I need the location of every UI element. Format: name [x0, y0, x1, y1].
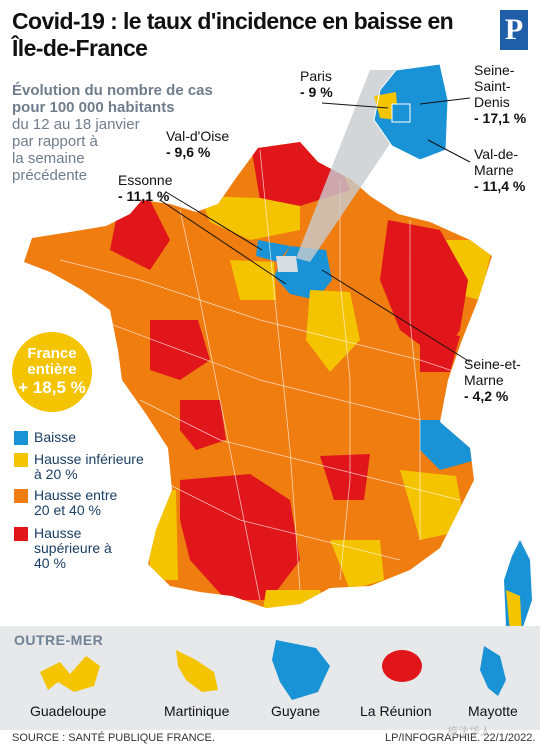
legend-item-baisse: Baisse — [14, 430, 164, 446]
region-red-sudouest — [180, 474, 300, 600]
label-guadeloupe: Guadeloupe — [30, 703, 107, 719]
dept-value: - 11,4 % — [474, 178, 526, 194]
leader-line-essonne — [159, 199, 287, 285]
france-entiere-badge: France entière + 18,5 % — [12, 332, 92, 412]
dept-name: Saint- — [474, 78, 511, 94]
legend-item-hausse-sup: Hausse supérieure à 40 % — [14, 526, 164, 574]
leader-line-vdo — [165, 191, 263, 251]
dept-name: Seine-et- — [464, 356, 521, 372]
shape-martinique — [176, 650, 218, 692]
subtitle-line: la semaine — [12, 150, 85, 167]
credit-note: LP/INFOGRAPHIE. 22/1/2022. — [385, 732, 536, 744]
legend-label: Hausse inférieure à 20 % — [34, 451, 144, 482]
dept-name: Paris — [300, 68, 332, 84]
map-subtitle: Évolution du nombre de cas pour 100 000 … — [12, 82, 242, 184]
label-val-d-oise: Val-d'Oise - 9,6 % — [166, 128, 229, 160]
dept-value: - 9,6 % — [166, 144, 211, 160]
subtitle-line: du 12 au 18 janvier — [12, 116, 140, 133]
source-note: SOURCE : SANTÉ PUBLIQUE FRANCE. — [12, 732, 215, 744]
dept-name: Seine- — [474, 62, 515, 78]
label-seine-saint-denis: Seine- Saint- Denis - 17,1 % — [474, 62, 526, 126]
region-red-loire — [320, 454, 370, 500]
region-red-finistere — [110, 200, 170, 270]
legend-label: Baisse — [34, 429, 77, 445]
label-guyane: Guyane — [271, 703, 321, 719]
legend-label: Hausse entre 20 et 40 % — [34, 487, 118, 518]
region-red-est — [380, 220, 468, 360]
badge-label: France — [27, 345, 77, 362]
shape-guyane — [272, 640, 330, 700]
badge-label: entière — [27, 361, 77, 378]
dept-name: Marne — [474, 162, 514, 178]
shape-mayotte — [480, 646, 506, 696]
region-yellow-alpes — [400, 470, 466, 540]
leader-line-sem — [321, 269, 471, 363]
dept-name: Denis — [474, 94, 510, 110]
legend-swatch — [14, 489, 28, 503]
publisher-logo: P — [500, 10, 528, 50]
leader-line-vdm — [427, 139, 471, 163]
shape-guadeloupe — [40, 656, 100, 692]
label-seine-et-marne: Seine-et- Marne - 4,2 % — [464, 356, 521, 404]
label-essonne: Essonne - 11,1 % — [118, 172, 172, 204]
subtitle-bold-line: pour 100 000 habitants — [12, 99, 175, 116]
leader-line-paris — [321, 102, 389, 109]
legend-swatch — [14, 431, 28, 445]
label-val-de-marne: Val-de- Marne - 11,4 % — [474, 146, 525, 194]
label-paris: Paris - 9 % — [300, 68, 333, 100]
dept-name: Marne — [464, 372, 504, 388]
subtitle-bold-line: Évolution du nombre de cas — [12, 82, 213, 99]
dept-value: - 4,2 % — [464, 388, 509, 404]
label-la-reunion: La Réunion — [360, 703, 432, 719]
outre-mer-title: OUTRE-MER — [14, 632, 104, 648]
dept-name: Val-d'Oise — [166, 128, 230, 144]
watermark: 旅法华人 — [447, 726, 491, 738]
subtitle-line: précédente — [12, 167, 88, 184]
region-yellow-yonne — [306, 290, 360, 372]
paris-inset — [373, 63, 449, 161]
corsica-south — [506, 590, 522, 636]
legend-item-hausse-mid: Hausse entre 20 et 40 % — [14, 488, 164, 520]
dept-value: - 11,1 % — [118, 188, 170, 204]
region-grey-paris — [276, 256, 298, 272]
leader-line-ssd — [419, 97, 471, 105]
legend-swatch — [14, 453, 28, 467]
region-red-doubs — [420, 330, 460, 372]
region-yellow-oise — [200, 196, 300, 240]
outre-mer-shapes — [40, 640, 506, 700]
legend-item-hausse-inf: Hausse inférieure à 20 % — [14, 452, 164, 484]
shape-la-reunion — [382, 650, 422, 682]
page-title: Covid-19 : le taux d'incidence en baisse… — [12, 8, 454, 61]
legend-swatch — [14, 527, 28, 541]
dept-value: - 17,1 % — [474, 110, 527, 126]
subtitle-line: par rapport à — [12, 133, 98, 150]
label-martinique: Martinique — [164, 703, 230, 719]
region-yellow-pyrenees — [260, 590, 330, 608]
badge-value: + 18,5 % — [18, 378, 86, 397]
legend-label: Hausse supérieure à 40 % — [34, 525, 112, 571]
dept-value: - 9 % — [300, 84, 333, 100]
dept-name: Essonne — [118, 172, 173, 188]
label-mayotte: Mayotte — [468, 703, 518, 719]
dept-name: Val-de- — [474, 146, 519, 162]
